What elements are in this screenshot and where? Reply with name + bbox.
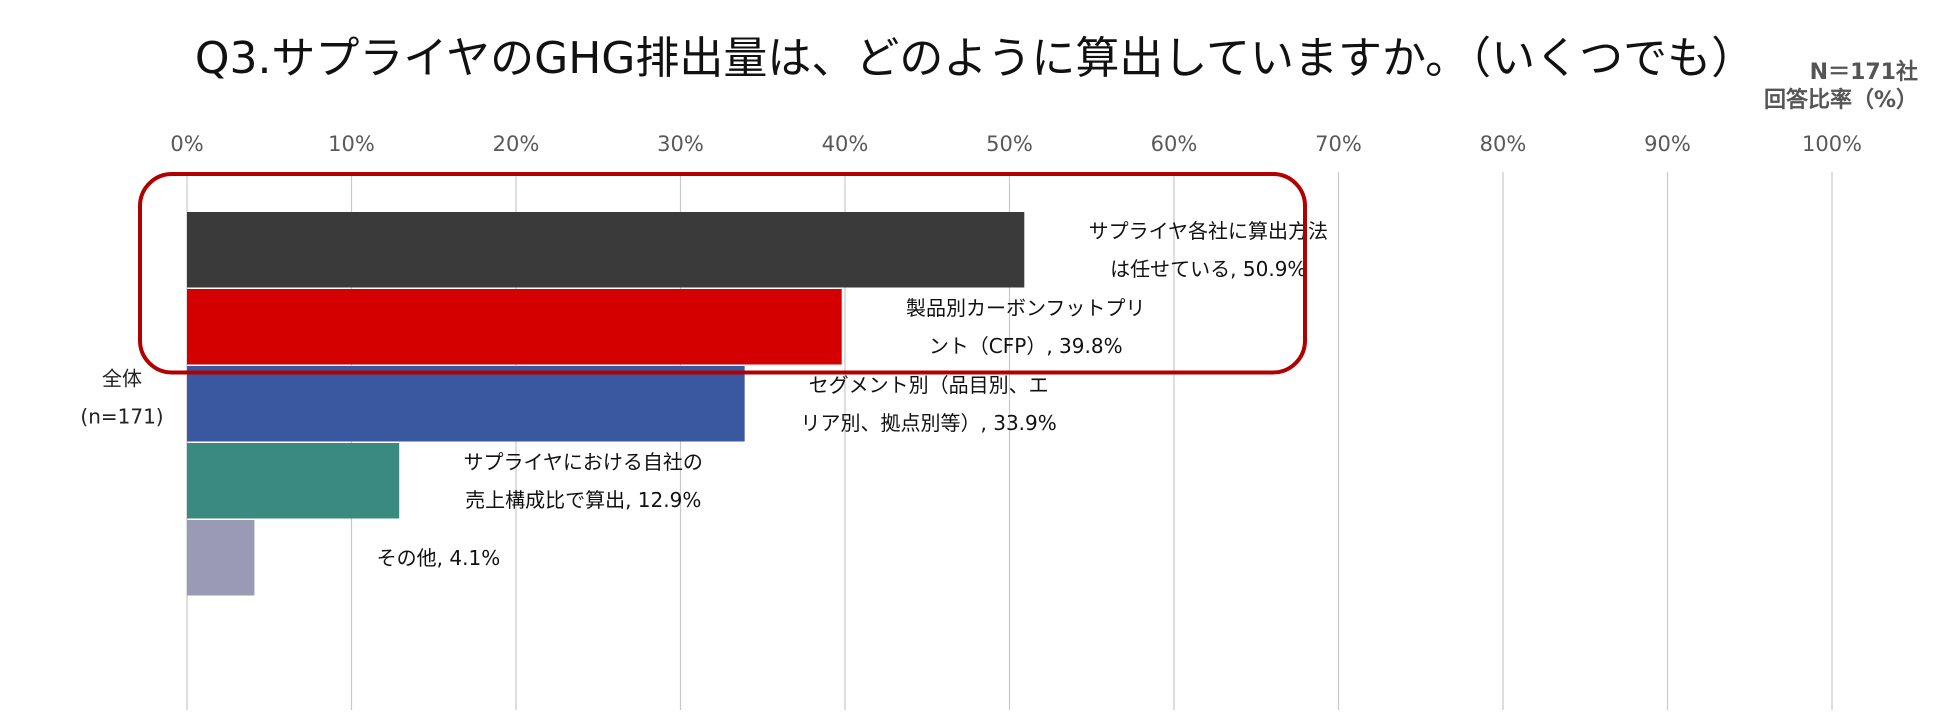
data-label: セグメント別（品目別、エ bbox=[809, 373, 1049, 397]
x-tick-label: 20% bbox=[493, 132, 540, 156]
x-tick-label: 100% bbox=[1802, 132, 1862, 156]
x-tick-label: 0% bbox=[170, 132, 203, 156]
x-tick-label: 30% bbox=[657, 132, 704, 156]
unit-note: 回答比率（%） bbox=[1763, 88, 1918, 113]
data-label: は任せている, 50.9% bbox=[1110, 257, 1306, 281]
x-tick-label: 10% bbox=[328, 132, 375, 156]
data-label: サプライヤにおける自社の bbox=[464, 450, 703, 474]
data-label: リア別、拠点別等）, 33.9% bbox=[801, 411, 1057, 435]
sample-size-note: N＝171社 bbox=[1809, 60, 1918, 85]
x-tick-label: 70% bbox=[1315, 132, 1362, 156]
x-tick-label: 90% bbox=[1644, 132, 1691, 156]
x-tick-label: 80% bbox=[1480, 132, 1527, 156]
data-label: 製品別カーボンフットプリ bbox=[906, 296, 1145, 320]
x-tick-label: 50% bbox=[986, 132, 1033, 156]
bar bbox=[187, 520, 255, 596]
chart-title: Q3.サプライヤのGHG排出量は、どのように算出していますか。（いくつでも） bbox=[194, 33, 1756, 84]
bar bbox=[187, 366, 745, 442]
bar bbox=[187, 289, 842, 365]
bar bbox=[187, 212, 1025, 288]
x-tick-label: 40% bbox=[822, 132, 869, 156]
highlight-box bbox=[138, 172, 1307, 375]
category-label: 全体 bbox=[102, 367, 142, 391]
data-label: その他, 4.1% bbox=[377, 546, 501, 570]
bar bbox=[187, 443, 400, 519]
data-label: 売上構成比で算出, 12.9% bbox=[465, 488, 701, 512]
data-label: ント（CFP）, 39.8% bbox=[929, 334, 1123, 358]
x-tick-label: 60% bbox=[1151, 132, 1198, 156]
data-label: サプライヤ各社に算出方法 bbox=[1089, 219, 1328, 243]
category-label: (n=171) bbox=[80, 405, 163, 429]
